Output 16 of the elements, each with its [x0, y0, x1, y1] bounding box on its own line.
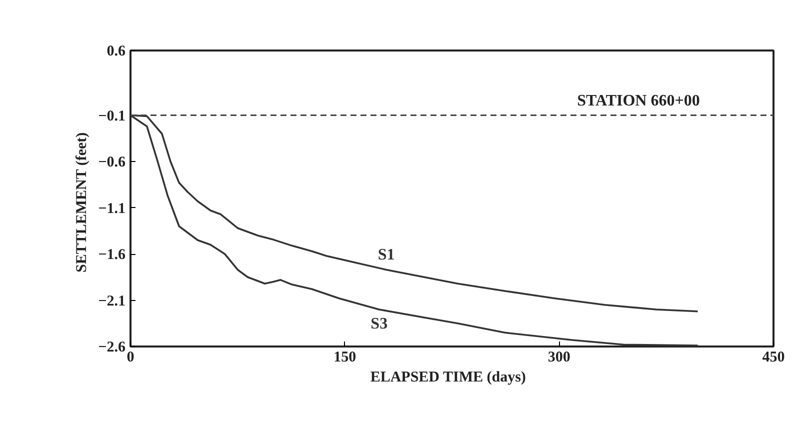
y-axis-title: SETTLEMENT (feet)	[74, 132, 90, 272]
y-tick-label: −1.6	[98, 247, 126, 263]
x-tick-label: 300	[548, 350, 570, 366]
series-label: S1	[378, 246, 395, 264]
y-tick-label: −0.1	[98, 108, 126, 124]
y-tick-label: −2.6	[98, 340, 126, 356]
y-tick-label: −1.1	[98, 200, 126, 217]
y-tick-label: −2.1	[98, 293, 126, 310]
series-label: S3	[370, 316, 388, 332]
x-tick-label: 150	[334, 350, 356, 366]
y-tick-label: −0.6	[98, 154, 126, 170]
x-tick-label: 0	[126, 350, 134, 366]
y-tick-label: 0.6	[106, 44, 126, 60]
annotation: STATION 660+00	[577, 92, 700, 110]
x-axis-title: ELAPSED TIME (days)	[370, 370, 526, 386]
x-tick-label: 450	[762, 350, 785, 366]
